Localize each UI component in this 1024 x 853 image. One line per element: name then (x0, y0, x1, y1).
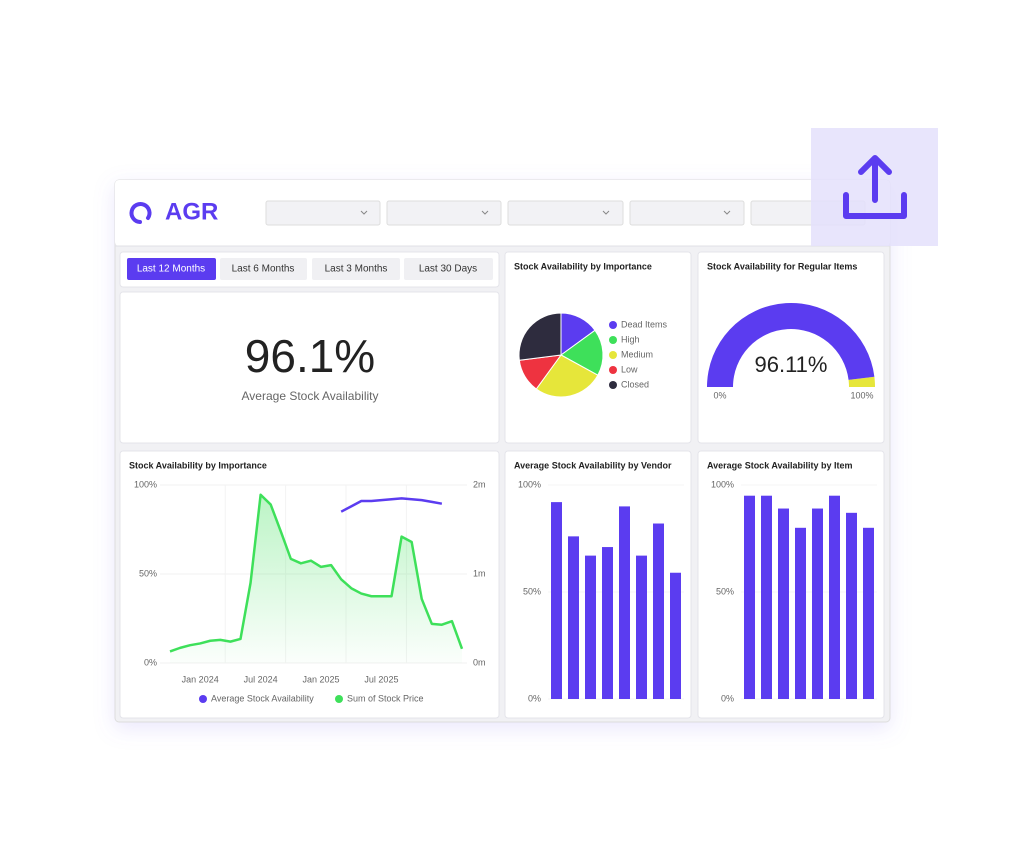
period-label: Last 3 Months (325, 264, 388, 275)
legend-label: Average Stock Availability (211, 693, 314, 703)
y-tick-label: 50% (523, 586, 541, 596)
pie-slice (560, 329, 604, 376)
gauge-track (848, 376, 875, 387)
y-tick-label: 100% (134, 479, 157, 489)
pie-slice (518, 312, 562, 361)
bar (636, 555, 647, 699)
y-tick-label: 50% (139, 568, 157, 578)
upload-overlay (811, 128, 938, 246)
legend-dot (335, 695, 343, 703)
y2-tick-label: 1m (473, 568, 486, 578)
chevron (723, 210, 731, 215)
legend-label: Low (621, 364, 638, 374)
bar (670, 572, 681, 699)
kpi-label: Average Stock Availability (242, 389, 379, 403)
bar (829, 495, 840, 699)
x-tick-label: Jan 2025 (303, 674, 340, 684)
logo-text: AGR (165, 198, 218, 225)
chart-panel (697, 251, 885, 444)
charts: Stock Availability by Importance Dead Ite… (129, 261, 877, 703)
y-tick-label: 0% (528, 693, 541, 703)
x-tick-label: Jul 2025 (364, 674, 398, 684)
y2-tick-label: 0m (473, 657, 486, 667)
legend-dot (609, 321, 617, 329)
y-tick-label: 100% (518, 479, 541, 489)
upload-tray (843, 192, 907, 219)
bar (761, 495, 772, 699)
dropdown[interactable] (507, 200, 624, 226)
bar (568, 536, 579, 699)
bar (863, 527, 874, 699)
chart-title: Average Stock Availability by Vendor (514, 460, 672, 470)
legend-label: Dead Items (621, 319, 668, 329)
y2-tick-label: 2m (473, 479, 486, 489)
chevron (602, 210, 610, 215)
pie-slice (535, 354, 599, 398)
kpi-panel (119, 291, 500, 444)
legend-dot (609, 366, 617, 374)
gauge-tick-label: 100% (850, 390, 873, 400)
line (340, 497, 443, 513)
legend-label: Sum of Stock Price (347, 693, 424, 703)
bar (744, 495, 755, 699)
x-tick-label: Jul 2024 (244, 674, 278, 684)
bar (812, 508, 823, 699)
bar (653, 523, 664, 699)
bar (619, 506, 630, 699)
period-button-active[interactable] (127, 258, 216, 280)
legend-label: Medium (621, 349, 653, 359)
legend-label: High (621, 334, 640, 344)
y-tick-label: 0% (721, 693, 734, 703)
kpi-value: 96.1% (245, 330, 375, 382)
bar (602, 547, 613, 699)
chart-title: Stock Availability by Importance (129, 460, 267, 470)
line (169, 493, 464, 653)
y-tick-label: 0% (144, 657, 157, 667)
gauge-arc (707, 302, 875, 387)
chart-title: Average Stock Availability by Item (707, 460, 853, 470)
y-tick-label: 100% (711, 479, 734, 489)
bar (778, 508, 789, 699)
legend-dot (609, 351, 617, 359)
dropdown[interactable] (265, 200, 381, 226)
chevron (481, 210, 489, 215)
gauge-value: 96.11% (755, 352, 828, 377)
period-button[interactable] (220, 258, 307, 280)
gauge-tick-label: 0% (713, 390, 726, 400)
legend-label: Closed (621, 379, 649, 389)
period-label: Last 12 Months (137, 264, 205, 275)
bar (585, 555, 596, 699)
chart-title: Stock Availability for Regular Items (707, 261, 857, 271)
logo-icon (129, 202, 152, 224)
legend-dot (609, 336, 617, 344)
y-tick-label: 50% (716, 586, 734, 596)
area (170, 494, 462, 663)
logo: AGR (129, 198, 218, 225)
period-label: Last 30 Days (419, 264, 477, 275)
x-tick-label: Jan 2024 (182, 674, 219, 684)
header-bar (115, 180, 890, 246)
legend-dot (199, 695, 207, 703)
period-label: Last 6 Months (232, 264, 295, 275)
bar (846, 512, 857, 699)
dropdowns (265, 200, 866, 226)
chevron (360, 210, 368, 215)
period-button[interactable] (312, 258, 400, 280)
upload-arrow (858, 155, 892, 203)
chart-title: Stock Availability by Importance (514, 261, 652, 271)
dropdown[interactable] (629, 200, 745, 226)
period-button[interactable] (404, 258, 493, 280)
bar (795, 527, 806, 699)
legend-dot (609, 381, 617, 389)
bar (551, 502, 562, 699)
dropdown[interactable] (386, 200, 502, 226)
